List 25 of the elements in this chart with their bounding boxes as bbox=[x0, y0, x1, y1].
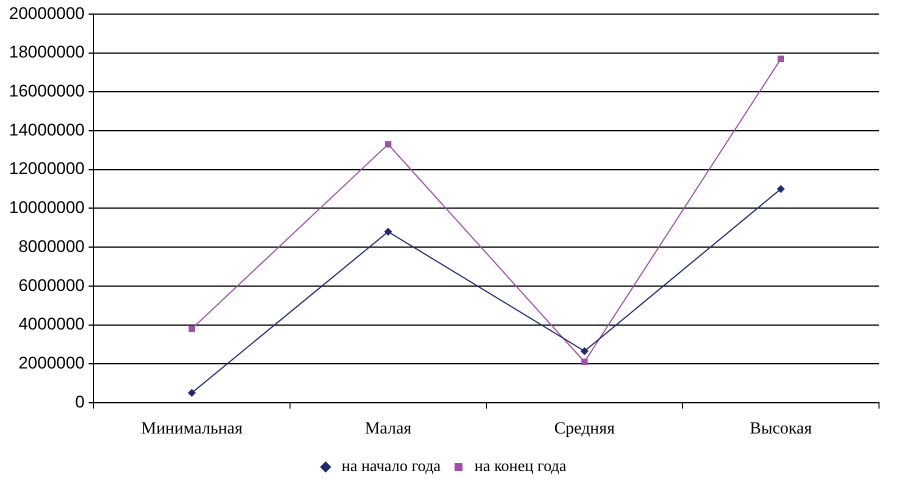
point bbox=[778, 56, 784, 62]
y-tick-label: 2000000 bbox=[18, 353, 85, 372]
x-tick-label: Средняя bbox=[554, 418, 615, 438]
point bbox=[188, 326, 195, 332]
y-tick-label: 6000000 bbox=[18, 276, 85, 295]
point bbox=[384, 141, 392, 148]
legend-label: на конец года bbox=[474, 458, 566, 476]
legend-label: на начало года bbox=[342, 458, 441, 476]
y-tick-label: 4000000 bbox=[18, 314, 85, 334]
y-tick-label: 12000000 bbox=[8, 159, 85, 178]
y-tick-label: 14000000 bbox=[8, 120, 85, 140]
point bbox=[580, 347, 588, 356]
point bbox=[188, 388, 196, 397]
x-tick-label: Высокая bbox=[750, 418, 812, 438]
point bbox=[776, 184, 785, 193]
y-tick-label: 20000000 bbox=[8, 4, 85, 23]
y-tick-label: 8000000 bbox=[18, 236, 85, 256]
x-tick-label: Минимальная bbox=[141, 418, 243, 438]
y-tick-label: 18000000 bbox=[8, 42, 85, 62]
point bbox=[581, 358, 588, 365]
x-tick-label: Малая bbox=[364, 418, 412, 438]
y-tick-label: 0 bbox=[75, 392, 85, 412]
point bbox=[384, 228, 392, 236]
y-tick-label: 16000000 bbox=[8, 82, 85, 101]
y-tick-label: 10000000 bbox=[8, 198, 85, 218]
